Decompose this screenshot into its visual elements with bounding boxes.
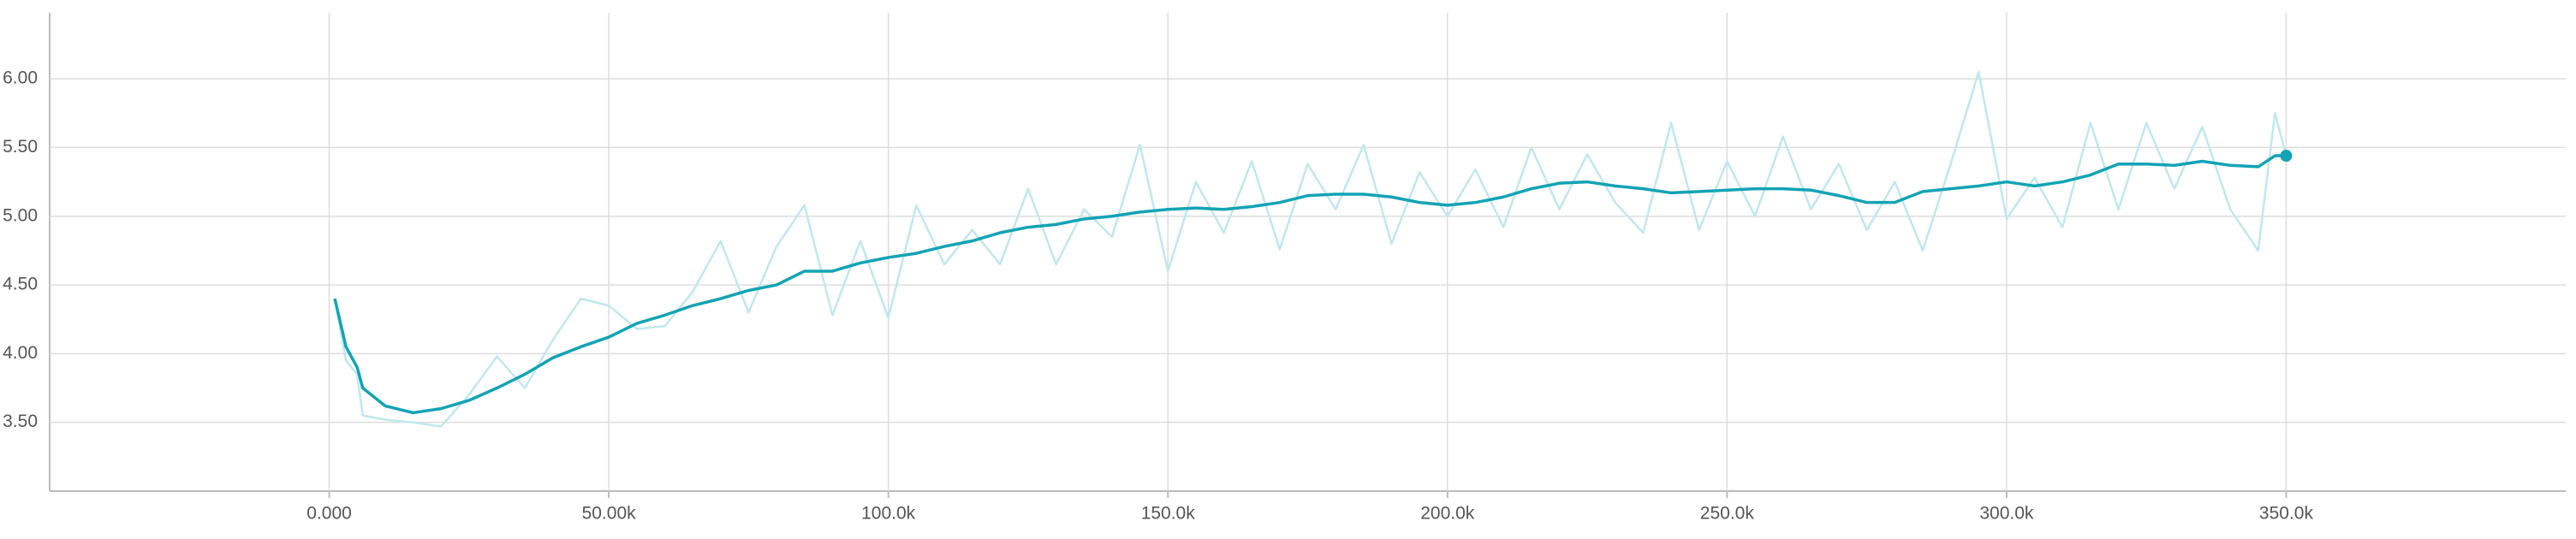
x-tick-label: 250.0k bbox=[1700, 504, 1755, 524]
end-point bbox=[2280, 150, 2293, 163]
x-tick-label: 150.0k bbox=[1141, 504, 1196, 524]
smoothed-line bbox=[333, 154, 2287, 415]
raw-line bbox=[333, 70, 2287, 428]
x-tick-label: 50.00k bbox=[582, 504, 637, 524]
x-tick-label: 200.0k bbox=[1420, 504, 1475, 524]
y-tick-label: 4.50 bbox=[3, 275, 38, 294]
y-tick-label: 4.00 bbox=[3, 343, 38, 363]
x-tick-label: 0.000 bbox=[306, 504, 352, 524]
y-tick-label: 5.50 bbox=[3, 137, 38, 157]
x-tick-label: 100.0k bbox=[861, 504, 916, 524]
y-tick-label: 5.00 bbox=[3, 205, 38, 225]
x-tick-label: 350.0k bbox=[2259, 504, 2314, 524]
y-tick-label: 6.00 bbox=[3, 68, 38, 88]
x-tick-label: 300.0k bbox=[1979, 504, 2034, 524]
y-tick-label: 3.50 bbox=[3, 412, 38, 431]
